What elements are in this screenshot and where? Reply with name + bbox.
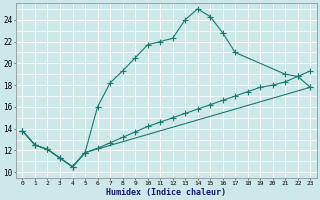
X-axis label: Humidex (Indice chaleur): Humidex (Indice chaleur)	[106, 188, 226, 197]
